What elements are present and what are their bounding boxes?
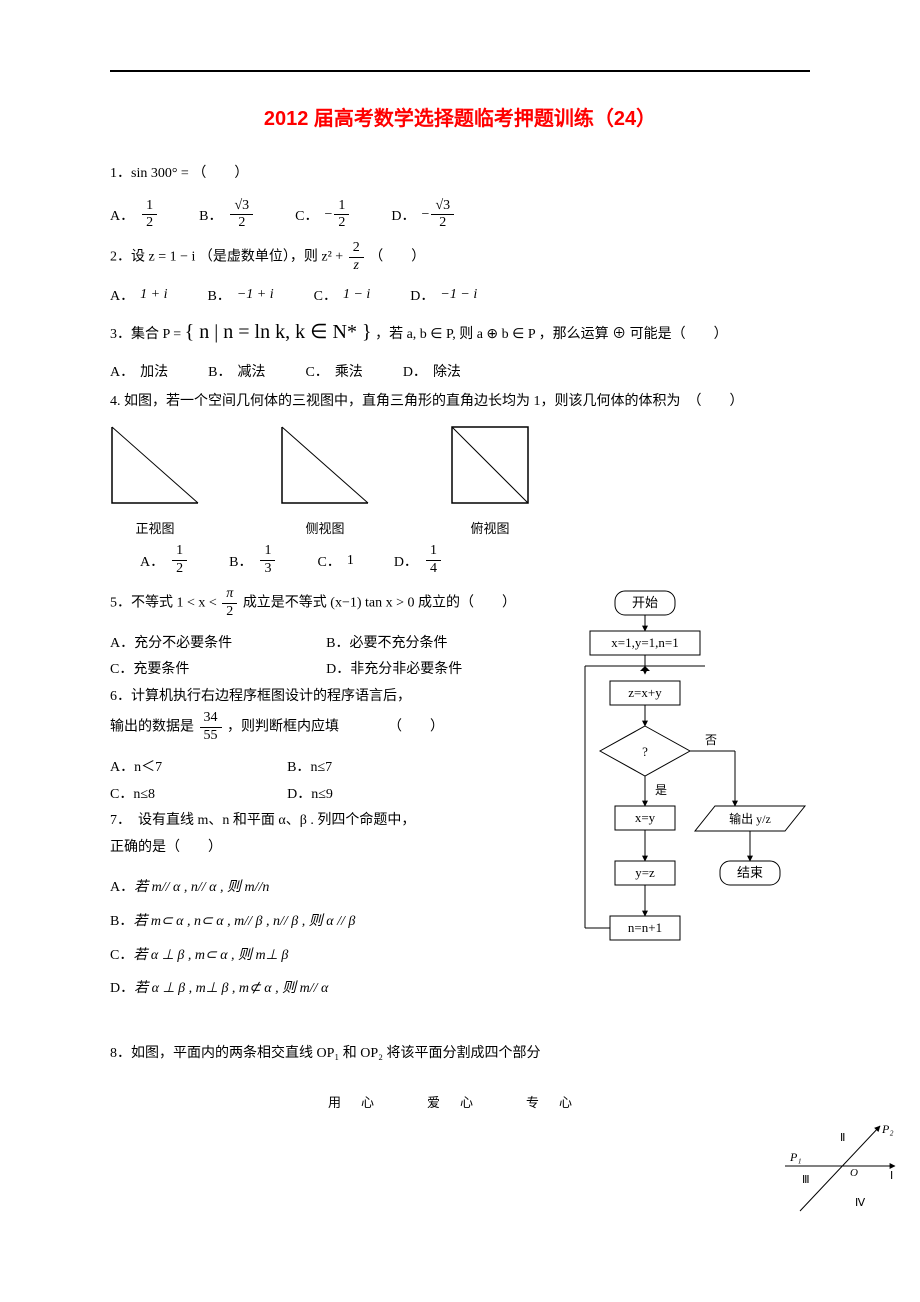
page-footer: 用心 爱心 专心: [110, 1092, 810, 1111]
svg-text:n=n+1: n=n+1: [628, 920, 662, 935]
flowchart-icon: 开始 x=1,y=1,n=1 z=x+y ? 否: [560, 586, 810, 1026]
q4-stem: 4. 如图，若一个空间几何体的三视图中，直角三角形的直角边长均为 1，则该几何体…: [110, 389, 810, 416]
q8-stem: 8．如图，平面内的两条相交直线 OP₁ 和 OP₂ 将该平面分割成四个部分: [110, 1041, 810, 1068]
q4-view-top: 俯视图: [450, 425, 530, 537]
q2-opt-c: C．1 − i: [314, 285, 371, 305]
svg-text:开始: 开始: [632, 595, 658, 610]
q2: 2．设 z = 1 − i （是虚数单位），则 z² + 2z （ ）: [110, 240, 810, 275]
q4-opt-b: B．13: [229, 543, 277, 578]
q3-opt-c: C．乘法: [305, 361, 362, 381]
q1-opt-d: D． − √32: [391, 198, 456, 233]
two-column: 5．不等式 1 < x < π2 成立是不等式 (x−1) tan x > 0 …: [110, 586, 810, 1031]
q3: 3．集合 P = { n | n = ln k, k ∈ N* } ，若 a, …: [110, 313, 810, 351]
q6: 6．计算机执行右边程序框图设计的程序语言后， 输出的数据是 3455 ，则判断框…: [110, 684, 544, 745]
svg-text:x=y: x=y: [635, 810, 656, 825]
svg-text:Ⅳ: Ⅳ: [855, 1197, 866, 1209]
q3-options: A．加法 B．减法 C．乘法 D．除法: [110, 361, 810, 381]
q3-opt-d: D．除法: [403, 361, 461, 381]
svg-text:O: O: [850, 1167, 858, 1179]
svg-text:x=1,y=1,n=1: x=1,y=1,n=1: [611, 635, 679, 650]
q3-stem-a: 3．集合 P =: [110, 327, 185, 342]
q1-opt-c: C． − 12: [295, 198, 351, 233]
q4-view-side: 侧视图: [280, 425, 370, 537]
q3-opt-a: A．加法: [110, 361, 168, 381]
front-view-icon: [110, 425, 200, 505]
svg-text:z=x+y: z=x+y: [628, 685, 662, 700]
q5-options: A．充分不必要条件 B．必要不充分条件 C．充要条件 D．非充分非必要条件: [110, 631, 544, 684]
q1-options: A． 12 B． √32 C． − 12 D． − √32: [110, 198, 810, 233]
q2-opt-b: B．−1 + i: [207, 285, 273, 305]
left-column: 5．不等式 1 < x < π2 成立是不等式 (x−1) tan x > 0 …: [110, 586, 544, 1006]
q2-stem-a: 2．设 z = 1 − i （是虚数单位），则 z² +: [110, 250, 347, 265]
q4-view-front: 正视图: [110, 425, 200, 537]
flowchart: 开始 x=1,y=1,n=1 z=x+y ? 否: [560, 586, 810, 1031]
q2-opt-a: A．1 + i: [110, 285, 167, 305]
svg-text:y=z: y=z: [635, 865, 655, 880]
svg-text:Ⅱ: Ⅱ: [840, 1132, 845, 1144]
q5: 5．不等式 1 < x < π2 成立是不等式 (x−1) tan x > 0 …: [110, 586, 544, 621]
svg-text:否: 否: [705, 733, 717, 747]
svg-text:是: 是: [655, 783, 667, 797]
doc-title: 2012 届高考数学选择题临考押题训练（24）: [110, 102, 810, 131]
q1-opt-b: B． √32: [199, 198, 255, 233]
q7: 7． 设有直线 m、n 和平面 α、β . 列四个命题中， 正确的是（ ）: [110, 808, 544, 861]
q4-views: 正视图 侧视图 俯视图: [110, 425, 810, 537]
top-view-icon: [450, 425, 530, 505]
side-view-icon: [280, 425, 370, 505]
q2-opt-d: D．−1 − i: [410, 285, 477, 305]
svg-text:输出 y/z: 输出 y/z: [729, 811, 771, 826]
q2-options: A．1 + i B．−1 + i C．1 − i D．−1 − i: [110, 285, 810, 305]
q1-stem: 1．sin 300° = （ ）: [110, 161, 810, 188]
svg-text:Ⅰ: Ⅰ: [890, 1170, 893, 1182]
q2-stem-b: （ ）: [369, 250, 425, 265]
svg-text:P₂: P₂: [881, 1122, 894, 1136]
q3-stem-b: ，若 a, b ∈ P, 则 a ⊕ b ∈ P ，那么运算 ⊕ 可能是（ ）: [375, 327, 728, 342]
q7-options: A．若 m// α , n// α , 则 m//n B．若 m⊂ α , n⊂…: [110, 871, 544, 1005]
q6-options: A．n＜7 B．n≤7 C．n≤8 D．n≤9: [110, 755, 544, 808]
q4-options: A．12 B．13 C．1 D．14: [140, 543, 810, 578]
q3-opt-b: B．减法: [208, 361, 265, 381]
q3-set: { n | n = ln k, k ∈ N* }: [185, 321, 372, 343]
top-rule: [110, 70, 810, 72]
svg-text:Ⅲ: Ⅲ: [802, 1174, 810, 1186]
page: 2012 届高考数学选择题临考押题训练（24） 1．sin 300° = （ ）…: [0, 0, 920, 1141]
q4-opt-d: D．14: [394, 543, 443, 578]
svg-text:结束: 结束: [737, 865, 763, 880]
q4-opt-c: C．1: [317, 551, 353, 571]
svg-text:?: ?: [642, 744, 648, 759]
q1-opt-a: A． 12: [110, 198, 159, 233]
svg-text:P₁: P₁: [789, 1150, 802, 1164]
q4-opt-a: A．12: [140, 543, 189, 578]
quadrant-diagram-icon: P₁ P₂ O Ⅰ Ⅱ Ⅲ Ⅳ: [780, 1121, 900, 1221]
